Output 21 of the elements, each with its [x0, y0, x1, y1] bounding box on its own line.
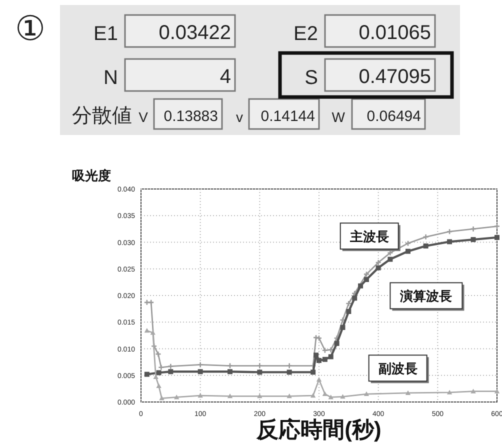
text: V [138, 109, 149, 125]
text: ① [15, 10, 45, 48]
text: 分散値 [72, 105, 132, 127]
series-label: 主波長 [348, 229, 389, 244]
text: S [304, 67, 318, 89]
text: 0.13883 [164, 108, 218, 125]
series-label: 副波長 [378, 361, 418, 376]
y-axis-title: 吸光度 [72, 168, 111, 183]
x-axis-title: 反応時間(秒) [256, 417, 382, 442]
text: 0.47095 [358, 66, 431, 88]
text: 0.01065 [358, 22, 431, 44]
text: 4 [220, 66, 231, 88]
text: N [104, 67, 118, 89]
text: W [332, 109, 346, 125]
text: v [236, 109, 243, 125]
text: E2 [294, 23, 318, 45]
text: E1 [94, 23, 118, 45]
text: 演算波長 [399, 288, 452, 304]
text: 0.03422 [158, 22, 231, 44]
text: 0.06494 [366, 108, 421, 125]
text: 0.14144 [260, 108, 315, 125]
